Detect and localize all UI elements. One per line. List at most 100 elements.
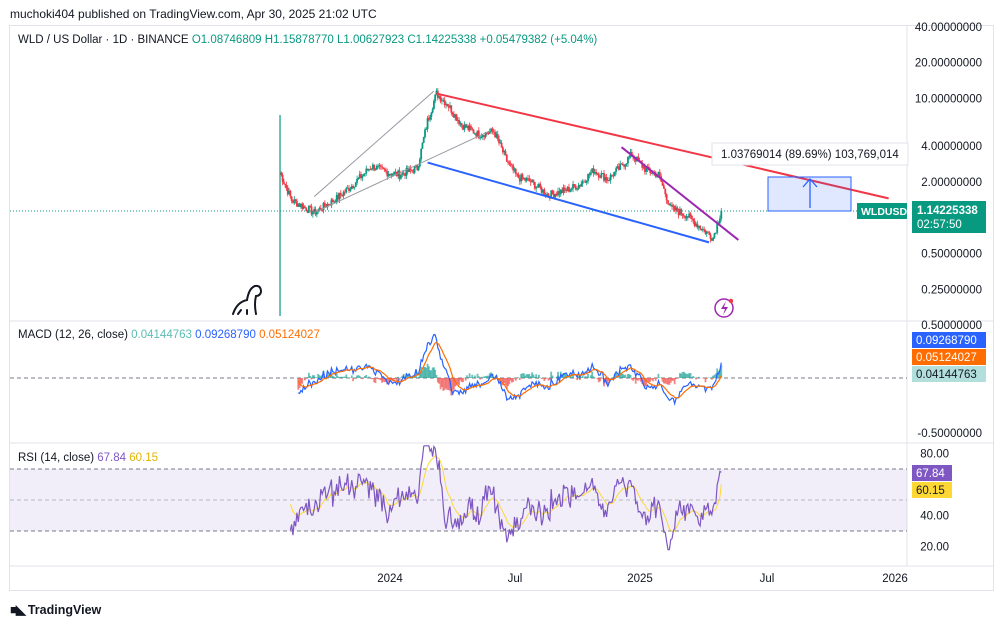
price-legend: WLD / US Dollar · 1D · BINANCE O1.087468… [18,34,597,46]
candle-body [285,185,288,188]
macd-hist-bar [597,378,600,383]
macd-hist-bar [558,376,561,378]
macd-hist-bar [563,373,566,378]
candle-body [412,170,415,173]
candle-body [713,233,716,238]
candle-body [697,225,700,228]
macd-hist-bar [337,376,339,378]
macd-hist-bar [387,378,390,384]
candle-body [562,187,565,193]
candle-body [672,205,675,207]
candle-body [417,166,420,171]
candle-body [555,194,558,196]
candle-body [604,177,607,181]
macd-hist-bar [364,375,366,378]
candle-body [362,174,365,176]
candle-body [513,168,516,171]
macd-hist-bar [657,373,660,378]
macd-hist-bar [679,373,681,378]
candle-body [315,211,318,215]
candle-body [408,168,411,172]
candle-body [600,173,603,178]
change-value: +0.05479382 (+5.04%) [479,34,598,46]
macd-hist-bar [431,367,434,378]
candle-body [518,177,521,182]
macd-hist-bar [464,378,467,381]
candle-body [676,207,679,212]
macd-hist-bar [673,378,676,385]
candle-body [281,174,284,182]
candle-body [341,195,344,196]
macd-hist-bar [408,374,411,378]
macd-hist-bar [695,378,697,380]
macd-hist-bar [520,373,523,378]
price-series[interactable] [279,87,723,316]
macd-series[interactable] [297,333,723,407]
candle-body [701,229,704,231]
macd-hist-bar [591,371,594,378]
candle-body [462,125,464,130]
macd-hist-bar [548,378,551,380]
candle-body [425,128,428,130]
candle-body [476,130,479,137]
candle-body [566,186,569,192]
macd-title[interactable]: MACD (12, 26, close) [18,329,128,341]
macd-hist-bar [476,373,479,378]
macd-hist-bar [636,378,638,381]
macd-hist-bar [584,376,587,378]
candle-body [487,133,490,135]
drawings[interactable] [313,90,889,244]
candle-body [596,173,599,175]
candle-body [550,190,553,199]
candle-body [449,105,451,108]
candle-body [370,168,373,170]
candle-body [625,163,628,165]
macd-line-value: 0.09268790 [195,329,256,341]
macd-hist-bar [297,378,300,390]
symbol-description[interactable]: WLD / US Dollar · 1D · BINANCE [18,34,189,46]
candle-body [431,109,434,113]
candle-body [667,200,669,204]
candle-body [504,151,507,155]
candle-body [470,125,472,129]
candle-body [479,137,482,139]
candle-body [606,180,609,182]
macd-hist-bar [300,378,302,384]
macd-hist-bar [430,370,433,378]
candle-body [554,194,557,198]
candle-body [512,165,515,171]
macd-hist-bar [704,378,707,383]
rsi-series[interactable] [289,444,722,551]
macd-hist-bar [533,376,536,378]
macd-value-badge-text: 0.09268790 [916,335,977,347]
price-range-arrowhead [802,178,818,188]
candle-body [657,171,660,175]
macd-hist-bar [479,378,482,380]
candle-body [692,218,695,221]
candle-body [381,166,383,168]
macd-hist-bar [436,378,439,383]
tradingview-logo[interactable]: ■◣ TradingView [10,602,101,618]
macd-hist-bar [522,373,525,378]
macd-hist-bar [447,378,450,391]
macd-hist-bar [684,373,687,378]
candle-body [382,167,385,169]
rsi-title[interactable]: RSI (14, close) [18,452,95,464]
candle-body [535,186,538,189]
macd-hist-bar [398,378,401,381]
macd-hist-bar [443,378,446,391]
macd-hist-bar [521,373,524,378]
lightning-badge-icon[interactable] [714,298,734,318]
candle-body [693,220,696,226]
candle-body [547,193,550,197]
candle-body [467,125,470,130]
macd-hist-bar [338,377,341,378]
candle-body [429,116,432,120]
macd-hist-bar [471,374,474,378]
macd-hist-bar [713,374,716,378]
candle-body [569,189,572,192]
candle-body [313,208,316,213]
candle-body [700,228,703,231]
macd-signal-line [297,341,722,399]
